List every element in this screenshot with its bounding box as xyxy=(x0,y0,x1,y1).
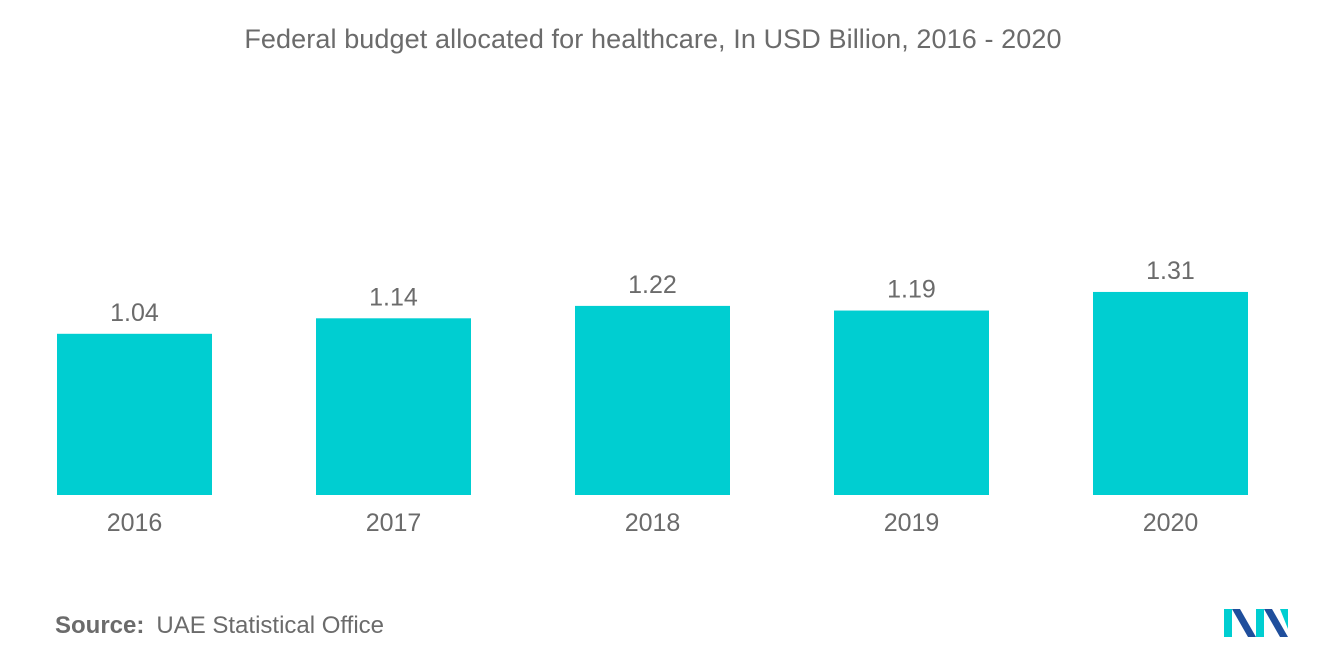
value-label-2017: 1.14 xyxy=(369,283,418,311)
value-label-2020: 1.31 xyxy=(1146,257,1195,285)
bar-2018 xyxy=(575,305,730,495)
source-note: Source: UAE Statistical Office xyxy=(55,612,384,640)
logo-diagonal-2 xyxy=(1264,609,1288,637)
bar-2019 xyxy=(834,310,989,495)
value-label-2016: 1.04 xyxy=(110,299,159,327)
category-label-2017: 2017 xyxy=(366,509,422,537)
chart-title: Federal budget allocated for healthcare,… xyxy=(244,24,1062,54)
category-label-2019: 2019 xyxy=(884,509,940,537)
bar-chart: 1.04 2016 1.14 2017 1.22 2018 1.19 2019 1.31 2020 xyxy=(57,257,1248,537)
bar-2020 xyxy=(1093,291,1248,495)
source-label: Source: xyxy=(55,612,145,639)
value-label-2018: 1.22 xyxy=(628,271,677,299)
logo-right-stroke xyxy=(1280,609,1288,629)
value-label-2019: 1.19 xyxy=(887,276,936,304)
bar-2016 xyxy=(57,333,212,495)
logo-left-stroke xyxy=(1224,609,1232,637)
category-label-2016: 2016 xyxy=(107,509,163,537)
logo-diagonal-1 xyxy=(1232,609,1256,637)
category-label-2018: 2018 xyxy=(625,509,681,537)
category-label-2020: 2020 xyxy=(1143,509,1199,537)
source-text: UAE Statistical Office xyxy=(156,612,384,639)
logo-middle-stroke xyxy=(1256,609,1264,637)
bar-2017 xyxy=(316,318,471,495)
brand-logo-icon xyxy=(1224,609,1288,637)
